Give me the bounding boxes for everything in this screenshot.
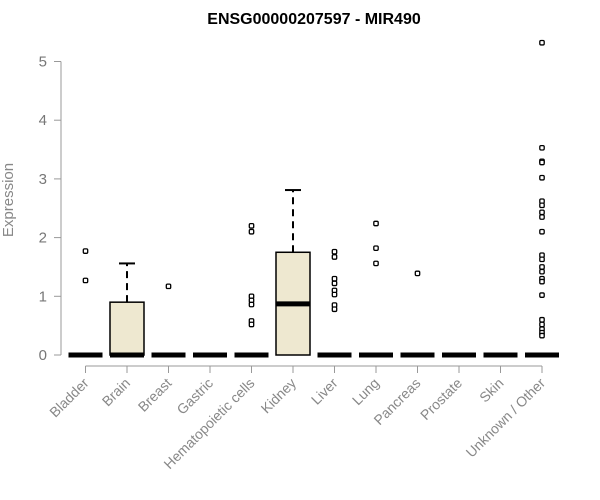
x-tick-label: Prostate [417,375,465,423]
outlier-point [539,321,545,328]
y-tick-label: 2 [39,230,47,247]
x-tick-label: Bladder [46,375,92,421]
outlier-point [414,270,421,277]
outlier-point [331,306,338,313]
outlier-point [165,283,172,290]
x-tick-label: Breast [135,375,175,415]
x-tick-label: Lung [349,375,382,408]
outlier-point [539,264,545,270]
outlier-point [373,220,379,227]
outlier-point [539,332,545,339]
chart-title: ENSG00000207597 - MIR490 [207,11,421,28]
outlier-point [539,316,545,323]
y-axis-label: Expression [0,163,17,237]
outlier-point [82,248,89,254]
outlier-point [539,39,545,46]
box-group [151,283,186,358]
x-tick-label: Unknown / Other [463,375,549,461]
x-tick-label: Kidney [258,375,300,417]
y-tick-label: 1 [39,288,47,305]
box-group [359,220,393,358]
outlier-point [331,291,338,298]
outlier-point [539,159,545,166]
outlier-point [331,248,338,255]
y-tick-label: 4 [39,112,47,129]
outlier-point [248,321,255,328]
outlier-point [539,256,545,263]
y-tick-label: 3 [39,171,47,188]
outlier-point [539,144,545,151]
outlier-point [331,254,338,260]
outlier-point [539,268,545,275]
box-group [109,262,145,358]
outlier-point [539,292,545,298]
outlier-point [539,228,545,235]
iqr-box [109,301,145,356]
box-group [68,248,103,358]
y-tick-label: 5 [39,54,47,71]
outlier-point [331,275,338,282]
box-group [317,248,352,358]
outlier-point [539,214,545,220]
outlier-point [373,260,379,267]
box-group [234,223,269,358]
box-group [275,189,311,356]
x-tick-label: Brain [99,375,133,409]
outlier-point [82,277,89,284]
y-tick-label: 0 [39,347,47,364]
box-group [400,270,435,358]
x-tick-label: Liver [308,375,341,408]
outlier-point [373,245,379,252]
outlier-point [248,228,255,235]
outlier-point [539,174,545,181]
box-group [525,39,559,358]
outlier-point [331,280,338,287]
outlier-point [539,209,545,216]
outlier-point [248,223,255,229]
outlier-point [539,278,545,285]
boxes-group [68,39,559,358]
x-tick-label: Skin [476,375,507,406]
outlier-point [248,301,255,308]
outlier-point [539,202,545,209]
y-axis: 0 1 2 3 4 5 [39,54,62,364]
